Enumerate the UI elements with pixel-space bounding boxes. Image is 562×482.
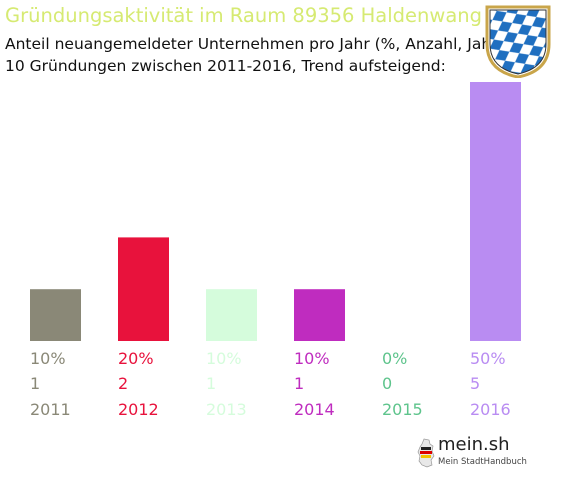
- percent-label-2012: 20%: [118, 349, 154, 368]
- chart-summary: 10 Gründungen zwischen 2011-2016, Trend …: [5, 57, 446, 75]
- percent-label-2013: 10%: [206, 349, 242, 368]
- bavaria-coat-of-arms-icon: [485, 5, 551, 78]
- count-label-2011: 1: [30, 374, 40, 393]
- mein-sh-logo[interactable]: mein.sh Mein StadtHandbuch: [414, 432, 527, 476]
- chart-title: Gründungsaktivität im Raum 89356 Haldenw…: [5, 4, 483, 27]
- logo-tagline: Mein StadtHandbuch: [438, 457, 527, 467]
- percent-label-2015: 0%: [382, 349, 407, 368]
- chart-subtitle: Anteil neuangemeldeter Unternehmen pro J…: [5, 35, 504, 53]
- percent-label-2011: 10%: [30, 349, 66, 368]
- bar-2013: [206, 289, 257, 341]
- year-label-2014: 2014: [294, 400, 335, 419]
- bar-2011: [30, 289, 81, 341]
- year-label-2016: 2016: [470, 400, 511, 419]
- bar-2012: [118, 237, 169, 341]
- germany-map-icon: [417, 438, 435, 468]
- count-label-2012: 2: [118, 374, 128, 393]
- bar-2016: [470, 82, 521, 341]
- percent-label-2016: 50%: [470, 349, 506, 368]
- bar-2014: [294, 289, 345, 341]
- count-label-2015: 0: [382, 374, 392, 393]
- year-label-2015: 2015: [382, 400, 423, 419]
- count-label-2016: 5: [470, 374, 480, 393]
- year-label-2013: 2013: [206, 400, 247, 419]
- year-label-2011: 2011: [30, 400, 71, 419]
- logo-name: mein.sh: [438, 434, 510, 455]
- count-label-2014: 1: [294, 374, 304, 393]
- percent-label-2014: 10%: [294, 349, 330, 368]
- year-label-2012: 2012: [118, 400, 159, 419]
- count-label-2013: 1: [206, 374, 216, 393]
